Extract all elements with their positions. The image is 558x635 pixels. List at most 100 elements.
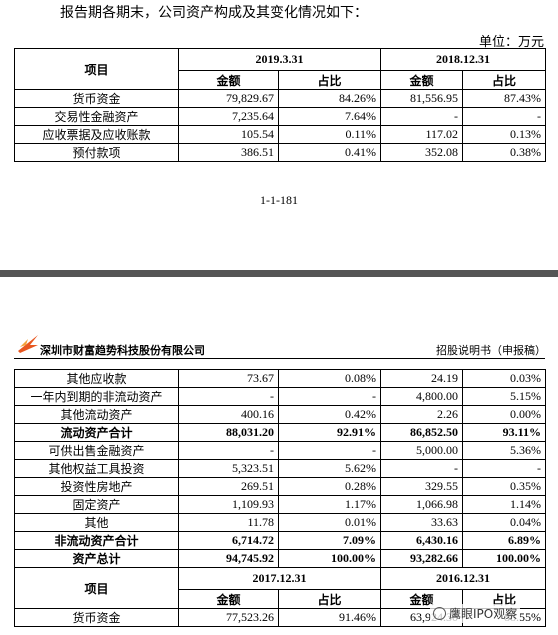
row-label: 流动资产合计 <box>14 423 179 442</box>
table-cell: 6,430.16 <box>380 531 463 550</box>
table-cell: 0.13% <box>462 125 546 144</box>
table-row: 流动资产合计 88,031.20 92.91% 86,852.50 93.11% <box>14 423 546 442</box>
header-cell: 2017.12.31 <box>178 567 381 590</box>
table-cell: 6,714.72 <box>178 531 279 550</box>
page-number: 1-1-181 <box>260 193 298 207</box>
table-cell: 0.03% <box>462 369 546 388</box>
header-cell: 占比 <box>278 589 381 609</box>
intro-text: 报告期各期末，公司资产构成及其变化情况如下： <box>60 6 368 21</box>
table-cell: 352.08 <box>380 143 463 162</box>
table-row: 非流动资产合计 6,714.72 7.09% 6,430.16 6.89% <box>14 531 546 550</box>
table-cell: 33.63 <box>380 513 463 532</box>
table-cell: 73.67 <box>178 369 279 388</box>
table-cell: 5.15% <box>462 387 546 406</box>
table-cell: 11.78 <box>178 513 279 532</box>
document-name: 招股说明书（申报稿） <box>436 344 546 357</box>
header-cell: 项目 <box>14 48 179 90</box>
table-row: 其他 11.78 0.01% 33.63 0.04% <box>14 513 546 532</box>
table-row: 交易性金融资产 7,235.64 7.64% - - <box>14 107 546 126</box>
table-cell: 1,109.93 <box>178 495 279 514</box>
row-label: 其他流动资产 <box>14 405 179 424</box>
table-cell: 79,829.67 <box>178 89 279 108</box>
table-cell: 386.51 <box>178 143 279 162</box>
table-cell: 94,745.92 <box>178 549 279 568</box>
row-label: 其他 <box>14 513 179 532</box>
header-rule <box>14 358 545 359</box>
table-cell: 400.16 <box>178 405 279 424</box>
unit-label: 单位：万元 <box>478 34 544 49</box>
table-cell: 5.36% <box>462 441 546 460</box>
header-cell: 2018.12.31 <box>380 48 546 71</box>
watermark: 鹰眼IPO观察 <box>430 604 521 623</box>
table-cell: - <box>278 387 381 406</box>
table-cell: 86,852.50 <box>380 423 463 442</box>
asset-table-continued: 其他应收款 73.67 0.08% 24.19 0.03% 一年内到期的非流动资产 - -4,… <box>14 369 546 627</box>
row-label: 货币资金 <box>14 89 179 108</box>
header-row: 金额 占比 金额 占比 <box>15 589 546 609</box>
table-cell: 100.00% <box>462 549 546 568</box>
table-cell: 0.42% <box>278 405 381 424</box>
table-cell: 100.00% <box>278 549 381 568</box>
table-row: 其他权益工具投资 5,323.51 5.62% - - <box>14 459 546 478</box>
header-cell: 金额 <box>178 589 279 609</box>
row-label: 应收票据及应收账款 <box>14 125 179 144</box>
header-cell: 金额 <box>380 70 463 90</box>
row-label: 固定资产 <box>14 495 179 514</box>
table-cell: - <box>178 387 279 406</box>
table-row: 可供出售金融资产 - -5,000.00 5.36% <box>14 441 546 460</box>
table-row: 货币资金 79,829.67 84.26% 81,556.95 87.43% <box>14 89 546 108</box>
table-cell: 269.51 <box>178 477 279 496</box>
table-cell: 4,800.00 <box>380 387 463 406</box>
table-cell: 24.19 <box>380 369 463 388</box>
row-label: 预付款项 <box>14 143 179 162</box>
table-cell: 88,031.20 <box>178 423 279 442</box>
row-label: 投资性房地产 <box>14 477 179 496</box>
company-logo <box>18 335 38 353</box>
table-cell: 0.08% <box>278 369 381 388</box>
table-cell: 77,523.26 <box>178 608 279 627</box>
table-cell: - <box>462 459 546 478</box>
row-label: 一年内到期的非流动资产 <box>14 387 179 406</box>
table-cell: 0.04% <box>462 513 546 532</box>
table-cell: 1.14% <box>462 495 546 514</box>
table-cell: 105.54 <box>178 125 279 144</box>
header-row: 金额 占比 金额 占比 <box>15 70 546 90</box>
row-label: 货币资金 <box>14 608 179 627</box>
table-cell: 117.02 <box>380 125 463 144</box>
header-cell: 金额 <box>178 70 279 90</box>
header-row: 项目 2019.3.31 2018.12.31 <box>14 48 546 90</box>
table-cell: 329.55 <box>380 477 463 496</box>
header-cell: 2019.3.31 <box>178 48 381 71</box>
row-label: 交易性金融资产 <box>14 107 179 126</box>
table-cell: 2.26 <box>380 405 463 424</box>
table-cell: 0.38% <box>462 143 546 162</box>
table-cell: 81,556.95 <box>380 89 463 108</box>
table-cell: 91.46% <box>278 608 381 627</box>
table-row: 一年内到期的非流动资产 - -4,800.00 5.15% <box>14 387 546 406</box>
table-cell: 84.26% <box>278 89 381 108</box>
table-cell: - <box>462 107 546 126</box>
table-cell: 0.11% <box>278 125 381 144</box>
table-row: 应收票据及应收账款 105.54 0.11% 117.02 0.13% <box>14 125 546 144</box>
row-label: 资产总计 <box>14 549 179 568</box>
table-row: 预付款项 386.51 0.41% 352.08 0.38% <box>14 143 546 162</box>
table-cell: 0.01% <box>278 513 381 532</box>
table-cell: 5,323.51 <box>178 459 279 478</box>
table-cell: 5.62% <box>278 459 381 478</box>
asset-table: 项目 2019.3.31 2018.12.31 金额 占比 金额 占比 货币资金 79,829.… <box>14 48 546 162</box>
table-cell: - <box>380 459 463 478</box>
table-row: 其他流动资产 400.16 0.42% 2.26 0.00% <box>14 405 546 424</box>
table-cell: 0.35% <box>462 477 546 496</box>
table-cell: - <box>278 441 381 460</box>
table-cell: 1,066.98 <box>380 495 463 514</box>
table-row: 其他应收款 73.67 0.08% 24.19 0.03% <box>14 369 546 388</box>
table-cell: - <box>380 107 463 126</box>
table-row: 固定资产 1,109.93 1.17% 1,066.98 1.14% <box>14 495 546 514</box>
table-cell: 92.91% <box>278 423 381 442</box>
row-label: 非流动资产合计 <box>14 531 179 550</box>
watermark-text: 鹰眼IPO观察 <box>449 607 518 621</box>
row-label: 其他应收款 <box>14 369 179 388</box>
header-cell: 项目 <box>14 567 179 609</box>
table-cell: 7.64% <box>278 107 381 126</box>
